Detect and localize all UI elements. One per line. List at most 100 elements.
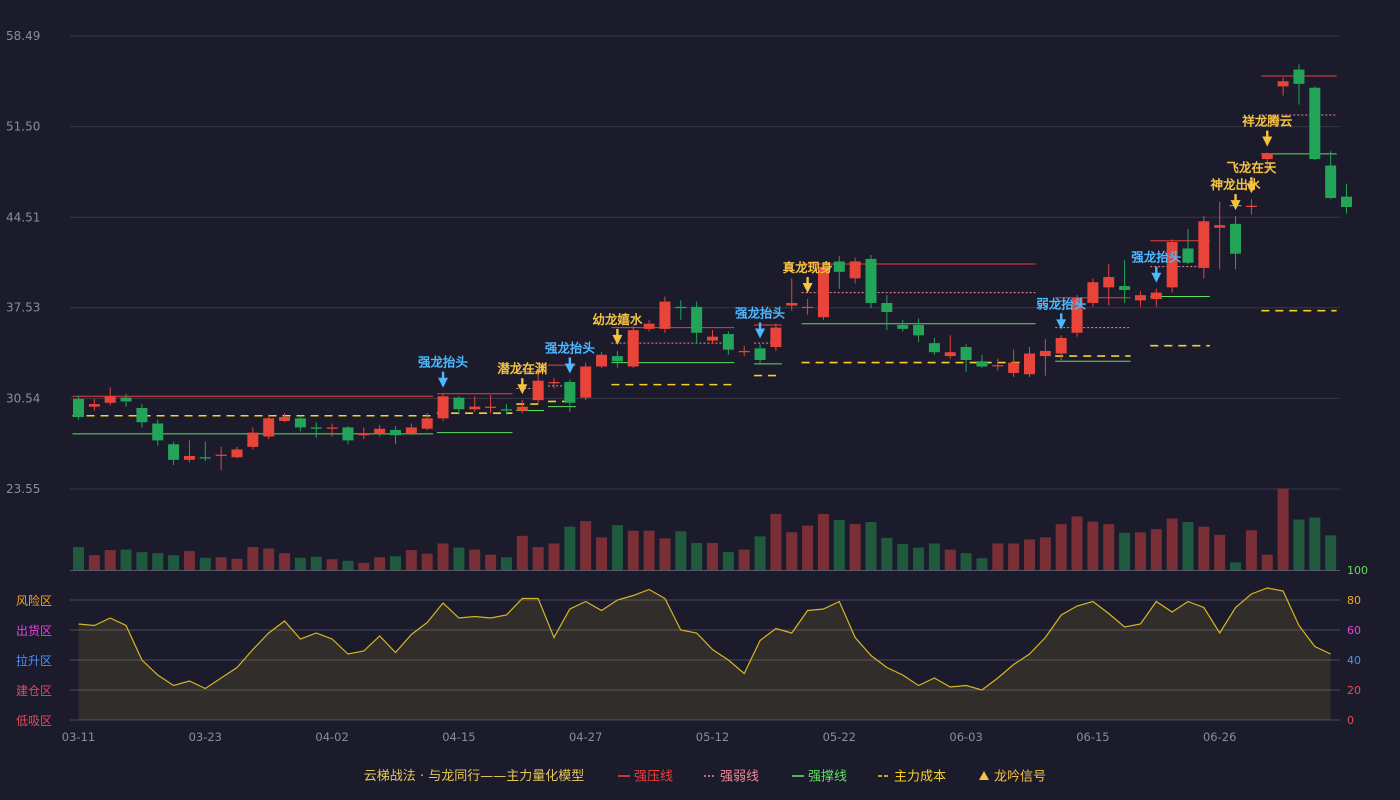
volume-bar <box>627 530 639 570</box>
osc-tick-label: 40 <box>1347 654 1361 667</box>
signal-arrow-stem <box>1060 313 1063 321</box>
volume-bar <box>500 557 512 570</box>
legend-label: 主力成本 <box>894 770 946 785</box>
x-tick-label: 06-15 <box>1076 730 1109 744</box>
candle-body <box>1230 223 1242 254</box>
candle-body <box>1198 221 1210 268</box>
volume-bar <box>1039 537 1051 570</box>
volume-bar <box>1134 532 1146 570</box>
signal-label: 强龙抬头 <box>418 355 469 370</box>
candle-body <box>881 302 893 313</box>
volume-bar <box>516 535 528 570</box>
volume-bar <box>120 549 132 570</box>
candle-body <box>1103 277 1115 288</box>
volume-bar <box>231 558 243 570</box>
candle-body <box>627 330 639 367</box>
candle-body <box>485 406 497 408</box>
candle-body <box>611 356 623 362</box>
volume-bar <box>944 549 956 570</box>
x-tick-label: 03-23 <box>189 730 222 744</box>
signal-arrow-stem <box>758 322 762 330</box>
signal-label: 弱龙抬头 <box>1036 296 1087 311</box>
candle-body <box>294 418 306 428</box>
candle-body <box>183 455 195 460</box>
volume-bar <box>136 552 148 570</box>
volume-bar <box>1261 554 1273 570</box>
volume-bar <box>1055 524 1067 570</box>
price-tick-label: 44.51 <box>6 210 40 224</box>
signal-label: 神龙出水 <box>1211 177 1262 192</box>
osc-line <box>78 587 1331 691</box>
x-tick-label: 03-11 <box>62 730 95 744</box>
volume-bar <box>928 543 940 570</box>
candle-body <box>1293 69 1305 84</box>
candle-body <box>199 457 211 459</box>
volume-bar <box>1087 521 1099 570</box>
candle-body <box>913 324 925 336</box>
volume-bar <box>786 532 798 570</box>
volume-bar <box>817 513 829 570</box>
legend-title: 云梯战法 · 与龙同行——主力量化模型 <box>364 769 584 784</box>
volume-bar <box>580 521 592 570</box>
volume-bar <box>183 551 195 570</box>
signal-label: 强龙抬头 <box>735 305 786 320</box>
volume-bar <box>1008 543 1020 570</box>
volume-bar <box>152 553 164 570</box>
candle-body <box>342 427 354 441</box>
volume-bar <box>310 556 322 570</box>
volume-bar <box>342 560 354 570</box>
volume-bar <box>1245 530 1257 570</box>
signal-arrow-icon <box>564 363 575 374</box>
candle-body <box>168 444 180 460</box>
signal-arrow-stem <box>568 357 572 365</box>
candle-body <box>73 398 84 418</box>
candle-body <box>326 427 338 429</box>
volume-bar <box>168 555 180 570</box>
osc-area <box>78 588 1331 720</box>
signal-arrow-icon <box>612 334 623 345</box>
candle-body <box>263 418 275 437</box>
candle-body <box>897 324 909 329</box>
candle-body <box>1341 196 1352 208</box>
volume-bar <box>1309 517 1321 570</box>
candle-body <box>564 382 576 403</box>
candle-body <box>707 336 718 341</box>
candle-body <box>1182 248 1194 263</box>
osc-zone-label: 风险区 <box>16 593 52 608</box>
volume-bar <box>421 553 433 570</box>
osc-zone-label: 低吸区 <box>16 714 52 728</box>
volume-bar <box>611 525 623 570</box>
osc-tick-label: 80 <box>1347 594 1361 607</box>
volume-bar <box>722 552 734 570</box>
volume-bar <box>897 543 909 570</box>
candle-body <box>992 365 1004 367</box>
volume-bar <box>358 562 370 570</box>
volume-bar <box>485 554 497 570</box>
volume-bar <box>1119 532 1131 570</box>
candle-body <box>516 406 528 411</box>
volume-bar <box>1325 535 1337 570</box>
legend-label: 强弱线 <box>720 770 759 785</box>
candle-body <box>833 261 845 272</box>
candle-body <box>374 428 386 434</box>
candle-body <box>469 406 481 410</box>
signal-arrow-stem <box>1155 266 1158 274</box>
signal-label: 幼龙嬉水 <box>592 312 643 327</box>
volume-bar <box>1198 526 1210 570</box>
signal-arrow-stem <box>1266 130 1269 138</box>
volume-bar <box>1166 518 1178 570</box>
candle-body <box>691 306 703 333</box>
candle-body <box>1245 205 1257 208</box>
legend: 云梯战法 · 与龙同行——主力量化模型 强压线 强弱线 强撑线 主力成本 龙吟信号 <box>364 769 1046 785</box>
candle-body <box>944 352 956 357</box>
candle-body <box>1024 353 1035 375</box>
candle-body <box>548 382 560 384</box>
price-tick-label: 37.53 <box>6 301 40 315</box>
candle-body <box>1008 362 1020 373</box>
x-tick-label: 04-27 <box>569 730 602 744</box>
signal-label: 祥龙腾云 <box>1242 114 1293 129</box>
candle-body <box>1055 337 1067 354</box>
candle-body <box>1087 282 1099 303</box>
volume-bar <box>770 513 782 570</box>
